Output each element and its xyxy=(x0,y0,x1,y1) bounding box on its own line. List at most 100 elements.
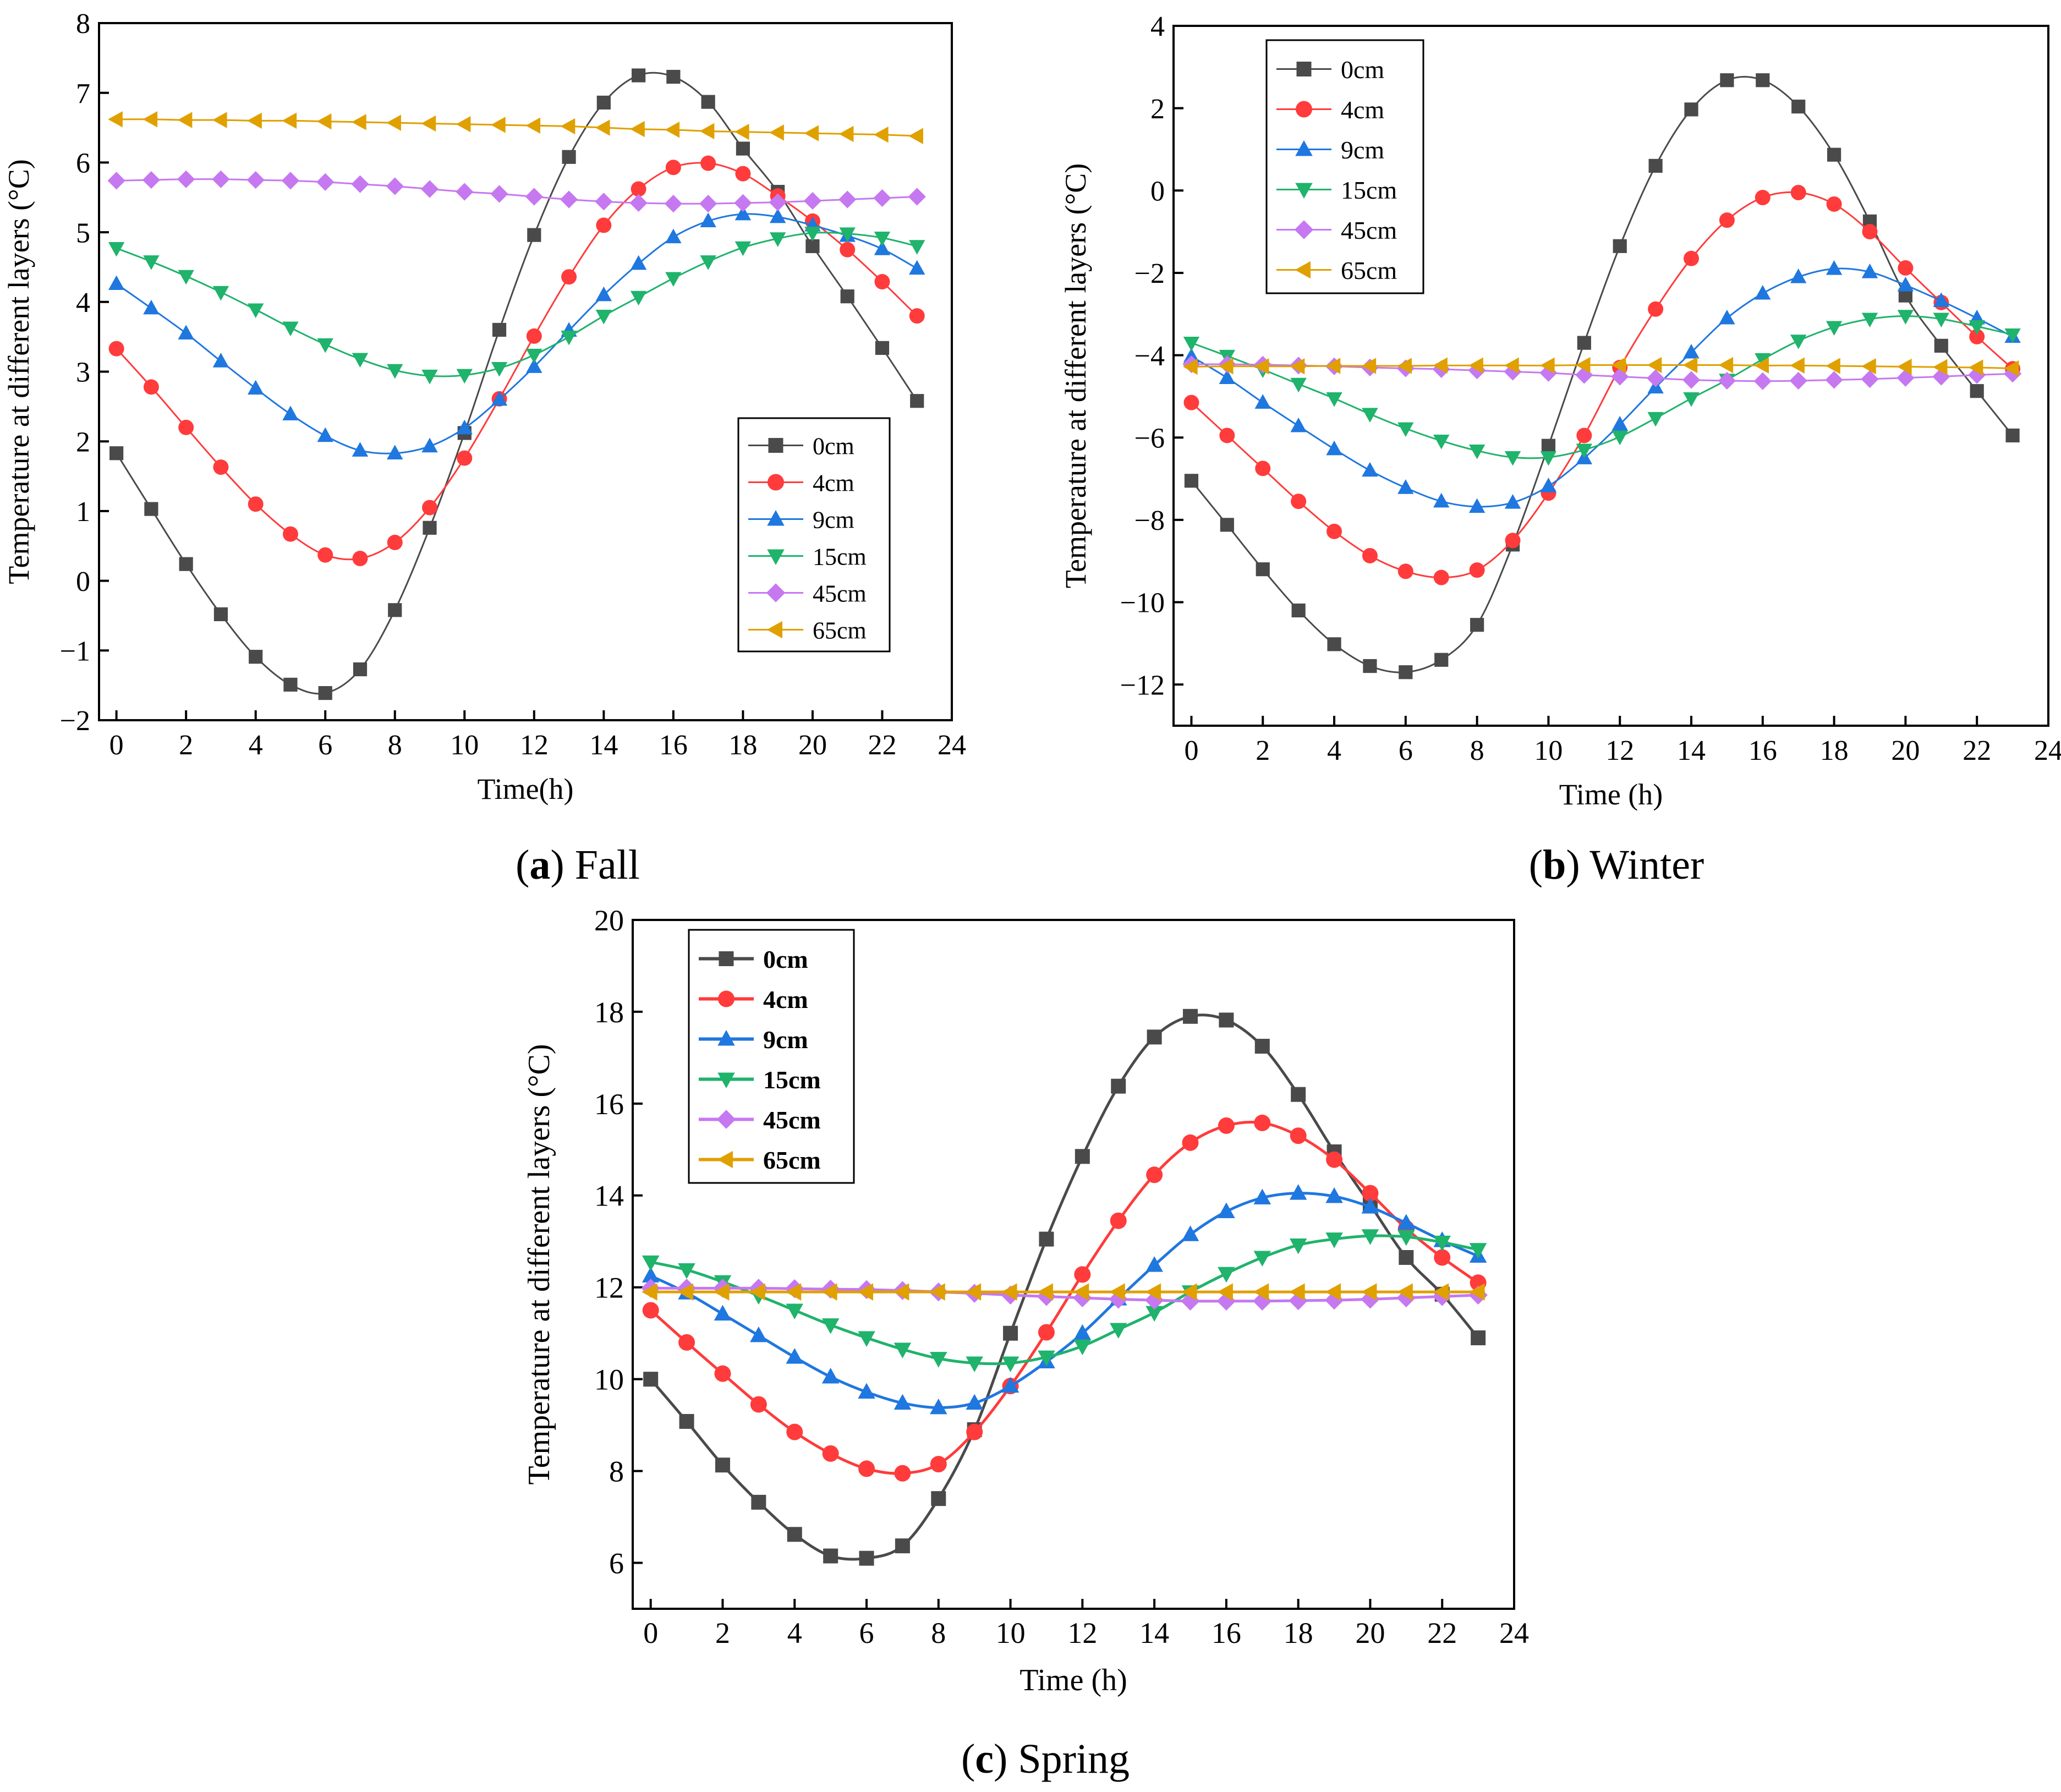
y-tick-label-winter: −2 xyxy=(1134,258,1165,289)
data-point-spring-65cm xyxy=(713,1283,730,1301)
data-point-winter-9cm xyxy=(1290,417,1307,432)
data-point-winter-15cm xyxy=(1933,313,1950,328)
y-tick-label-spring: 16 xyxy=(594,1088,624,1121)
y-tick-label-winter: 0 xyxy=(1150,176,1165,207)
legend-marker-spring-65cm xyxy=(717,1150,733,1169)
data-point-spring-9cm xyxy=(1397,1214,1415,1230)
legend-marker-fall-4cm xyxy=(768,474,784,491)
data-point-spring-0cm xyxy=(715,1457,730,1473)
data-point-winter-45cm xyxy=(1682,371,1701,389)
data-point-fall-9cm xyxy=(769,208,786,223)
data-point-fall-0cm xyxy=(910,394,924,408)
data-point-spring-9cm xyxy=(930,1398,947,1415)
legend-label-spring-15cm: 15cm xyxy=(763,1066,821,1094)
data-point-spring-65cm xyxy=(1217,1283,1233,1301)
legend-box-spring xyxy=(688,929,855,1184)
y-tick-label-winter: −8 xyxy=(1134,505,1165,536)
data-point-spring-0cm xyxy=(1003,1325,1018,1341)
data-point-winter-9cm xyxy=(1719,309,1735,325)
data-point-spring-0cm xyxy=(1254,1039,1270,1054)
x-tick-label-spring: 8 xyxy=(931,1616,946,1649)
data-point-spring-4cm xyxy=(678,1334,695,1351)
data-point-fall-65cm xyxy=(525,117,541,134)
data-point-spring-65cm xyxy=(1361,1283,1377,1301)
caption-winter-letter: b xyxy=(1543,842,1566,888)
y-tick-label-fall: −2 xyxy=(60,705,90,737)
data-point-spring-15cm xyxy=(1325,1232,1343,1248)
data-point-winter-0cm xyxy=(1791,100,1806,114)
data-point-winter-15cm xyxy=(1433,435,1450,450)
data-point-spring-4cm xyxy=(1254,1114,1271,1131)
data-point-fall-0cm xyxy=(666,69,681,84)
data-point-winter-0cm xyxy=(1720,73,1734,87)
data-point-winter-45cm xyxy=(1647,369,1665,387)
data-point-spring-65cm xyxy=(677,1283,694,1301)
data-point-fall-15cm xyxy=(700,255,716,270)
series-spring-65cm xyxy=(642,1283,1485,1301)
data-point-winter-15cm xyxy=(1540,451,1557,466)
data-point-winter-9cm xyxy=(1611,415,1628,431)
legend-label-spring-65cm: 65cm xyxy=(763,1146,821,1174)
x-tick-label-fall: 0 xyxy=(109,730,124,761)
data-point-winter-65cm xyxy=(1290,358,1305,375)
series-spring-4cm xyxy=(642,1114,1487,1482)
data-point-fall-0cm xyxy=(562,150,576,164)
legend-label-fall-4cm: 4cm xyxy=(813,469,854,496)
x-tick-label-spring: 20 xyxy=(1355,1616,1385,1649)
data-point-spring-9cm xyxy=(1253,1188,1271,1204)
y-tick-label-spring: 20 xyxy=(594,904,624,937)
data-point-fall-65cm xyxy=(456,116,471,133)
data-point-fall-4cm xyxy=(248,496,264,512)
data-point-spring-0cm xyxy=(823,1548,838,1564)
legend-marker-winter-9cm xyxy=(1295,140,1313,156)
data-point-spring-4cm xyxy=(1074,1266,1091,1283)
data-point-fall-65cm xyxy=(282,112,297,129)
svg-text:(a) Fall: (a) Fall xyxy=(516,842,640,888)
data-point-spring-4cm xyxy=(714,1365,731,1382)
legend-label-winter-65cm: 65cm xyxy=(1341,256,1397,284)
data-point-spring-15cm xyxy=(1109,1323,1127,1339)
data-point-winter-15cm xyxy=(1576,443,1593,459)
data-point-winter-4cm xyxy=(1433,569,1449,585)
data-point-fall-45cm xyxy=(456,183,474,201)
data-point-fall-15cm xyxy=(491,361,508,377)
y-tick-label-spring: 12 xyxy=(594,1272,624,1305)
data-point-winter-65cm xyxy=(1361,358,1377,374)
x-tick-label-winter: 24 xyxy=(2034,735,2061,766)
legend-winter: 0cm 4cm 9cm 15cm 45cm 65cm xyxy=(1265,39,1424,294)
x-tick-label-winter: 6 xyxy=(1399,735,1413,766)
data-point-fall-15cm xyxy=(421,369,438,385)
data-point-winter-4cm xyxy=(1397,563,1413,579)
data-point-fall-65cm xyxy=(177,112,193,128)
data-point-winter-65cm xyxy=(1611,357,1626,374)
data-point-fall-4cm xyxy=(422,500,438,516)
data-point-fall-45cm xyxy=(351,175,369,193)
data-point-spring-0cm xyxy=(679,1413,694,1429)
data-point-fall-65cm xyxy=(421,115,436,132)
data-point-winter-4cm xyxy=(1183,394,1199,410)
data-point-spring-15cm xyxy=(1433,1235,1451,1252)
data-point-winter-4cm xyxy=(1898,260,1914,276)
data-point-winter-15cm xyxy=(1897,310,1914,325)
series-line-winter-9cm xyxy=(1191,267,2013,508)
x-tick-label-winter: 12 xyxy=(1605,735,1634,766)
data-point-winter-65cm xyxy=(1826,358,1840,374)
data-point-spring-9cm xyxy=(642,1267,660,1283)
legend-marker-fall-9cm xyxy=(767,510,785,526)
data-point-fall-15cm xyxy=(561,330,577,346)
data-point-fall-4cm xyxy=(874,274,890,290)
data-point-fall-45cm xyxy=(769,193,787,211)
data-point-spring-15cm xyxy=(1073,1339,1092,1356)
x-axis-label-fall: Time(h) xyxy=(477,772,573,805)
data-point-winter-4cm xyxy=(1469,562,1485,578)
data-point-fall-45cm xyxy=(142,171,160,189)
y-tick-label-spring: 10 xyxy=(594,1363,624,1396)
data-point-winter-4cm xyxy=(1969,328,1985,344)
data-point-spring-4cm xyxy=(1038,1324,1055,1341)
legend-label-fall-65cm: 65cm xyxy=(813,617,867,644)
data-point-spring-0cm xyxy=(1291,1087,1306,1102)
data-point-spring-9cm xyxy=(1145,1256,1163,1272)
legend-marker-fall-65cm xyxy=(766,621,782,639)
series-line-fall-15cm xyxy=(116,232,918,377)
data-point-spring-15cm xyxy=(858,1331,875,1347)
